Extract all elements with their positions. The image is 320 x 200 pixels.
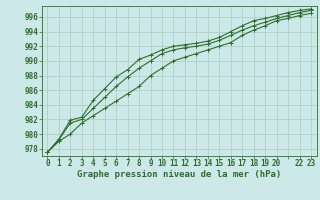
X-axis label: Graphe pression niveau de la mer (hPa): Graphe pression niveau de la mer (hPa) [77, 170, 281, 179]
